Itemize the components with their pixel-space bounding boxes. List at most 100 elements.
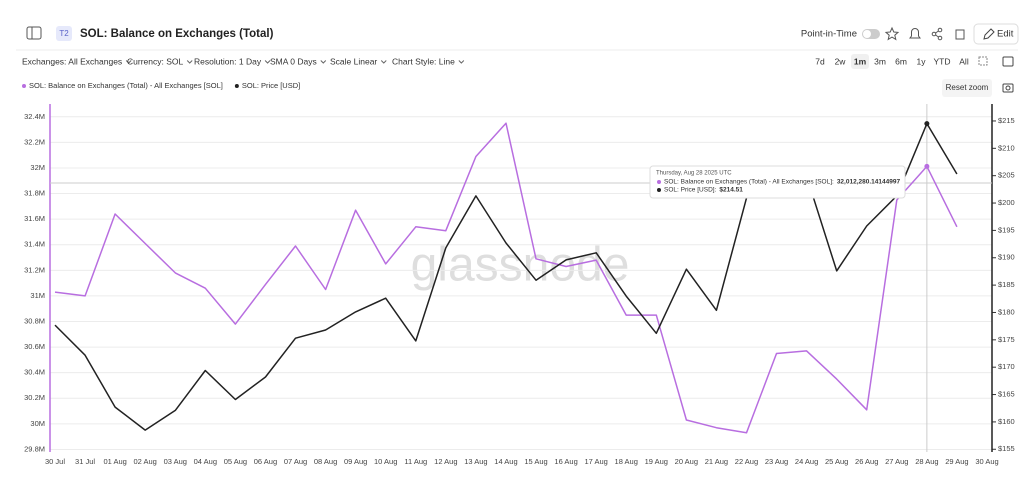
- x-tick-label: 19 Aug: [645, 457, 668, 466]
- legend-label: SOL: Price [USD]: [242, 81, 300, 90]
- x-tick-label: 01 Aug: [103, 457, 126, 466]
- range-button[interactable]: 1y: [917, 56, 927, 66]
- y-tick-label: 31.8M: [24, 189, 45, 198]
- y2-tick-label: $205: [998, 171, 1015, 180]
- share-icon[interactable]: [931, 27, 943, 41]
- filter[interactable]: Scale Linear: [330, 56, 377, 66]
- zoom-icon: [978, 56, 988, 66]
- tooltip-dot: [657, 180, 661, 184]
- x-tick-label: 21 Aug: [705, 457, 728, 466]
- tooltip-value: 32,012,280.14144997: [837, 179, 901, 186]
- x-tick-label: 03 Aug: [164, 457, 187, 466]
- x-tick-label: 15 Aug: [524, 457, 547, 466]
- x-tick-label: 28 Aug: [915, 457, 938, 466]
- tooltip: Thursday, Aug 28 2025 UTC SOL: Balance o…: [649, 165, 906, 199]
- x-tick-label: 26 Aug: [855, 457, 878, 466]
- y-tick-label: 31.4M: [24, 240, 45, 249]
- y-tick-label: 32.4M: [24, 112, 45, 121]
- star-icon[interactable]: [884, 26, 900, 41]
- camera-icon[interactable]: [1002, 83, 1014, 93]
- badge: T2: [59, 29, 69, 38]
- y2-tick-label: $160: [998, 417, 1015, 426]
- badge-bg: [56, 26, 72, 41]
- y2-tick-label: $170: [998, 362, 1015, 371]
- y-tick-label: 32.2M: [24, 137, 45, 146]
- y2-tick-label: $215: [998, 116, 1015, 125]
- x-tick-label: 30 Jul: [45, 457, 65, 466]
- range-button[interactable]: 7d: [815, 56, 825, 66]
- y-tick-label: 31.6M: [24, 214, 45, 223]
- x-tick-label: 12 Aug: [434, 457, 457, 466]
- filter[interactable]: Exchanges: All Exchanges: [22, 56, 122, 66]
- range-button[interactable]: 1m: [854, 56, 867, 66]
- x-tick-label: 23 Aug: [765, 457, 788, 466]
- x-tick-label: 09 Aug: [344, 457, 367, 466]
- x-tick-label: 18 Aug: [615, 457, 638, 466]
- range-button[interactable]: YTD: [934, 56, 951, 66]
- y2-tick-label: $185: [998, 280, 1015, 289]
- watermark: glassnode: [411, 239, 630, 292]
- camera-lens: [1005, 85, 1011, 91]
- y-tick-label: 31.2M: [24, 265, 45, 274]
- legend-label: SOL: Balance on Exchanges (Total) - All …: [29, 81, 223, 90]
- tooltip-label: SOL: Price [USD]:: [664, 187, 717, 194]
- y2-tick-label: $165: [998, 390, 1015, 399]
- filter[interactable]: Chart Style: Line: [392, 56, 455, 66]
- range-button[interactable]: 6m: [895, 56, 907, 66]
- x-tick-label: 24 Aug: [795, 457, 818, 466]
- filter[interactable]: Resolution: 1 Day: [194, 56, 262, 66]
- y-tick-label: 29.8M: [24, 444, 45, 453]
- chevron: [320, 60, 327, 64]
- y-tick-label: 30.2M: [24, 393, 45, 402]
- x-tick-label: 08 Aug: [314, 457, 337, 466]
- x-tick-label: 02 Aug: [134, 457, 157, 466]
- x-tick-label: 17 Aug: [584, 457, 607, 466]
- x-tick-label: 29 Aug: [945, 457, 968, 466]
- reset-zoom: Reset zoom: [946, 83, 989, 92]
- chevron: [264, 60, 271, 64]
- range-button[interactable]: All: [959, 56, 969, 66]
- y2-tick-label: $200: [998, 198, 1015, 207]
- x-tick-label: 07 Aug: [284, 457, 307, 466]
- edit-label: Edit: [997, 29, 1014, 40]
- hover-point: [924, 163, 930, 169]
- x-tick-label: 22 Aug: [735, 457, 758, 466]
- x-tick-label: 11 Aug: [404, 457, 427, 466]
- x-tick-label: 13 Aug: [464, 457, 487, 466]
- edit-icon: [983, 28, 995, 40]
- tooltip-dot: [657, 188, 661, 192]
- y-tick-label: 30.6M: [24, 342, 45, 351]
- x-tick-label: 04 Aug: [194, 457, 217, 466]
- tooltip-value: $214.51: [719, 187, 743, 194]
- tooltip-label: SOL: Balance on Exchanges (Total) - All …: [664, 179, 834, 186]
- chevron: [186, 60, 193, 64]
- y2-tick-label: $210: [998, 143, 1015, 152]
- y2-tick-label: $195: [998, 225, 1015, 234]
- x-tick-label: 25 Aug: [825, 457, 848, 466]
- chevron: [380, 60, 387, 64]
- y-tick-label: 32M: [30, 163, 45, 172]
- x-tick-label: 06 Aug: [254, 457, 277, 466]
- reset-zoom-button[interactable]: [942, 79, 992, 97]
- series-line: [54, 122, 958, 434]
- range-selected: [851, 54, 869, 69]
- x-tick-label: 27 Aug: [885, 457, 908, 466]
- y-tick-label: 30.4M: [24, 368, 45, 377]
- sidebar-icon[interactable]: [26, 26, 42, 40]
- x-tick-label: 31 Jul: [75, 457, 95, 466]
- filter[interactable]: SMA 0 Days: [270, 56, 317, 66]
- copy-icon[interactable]: [955, 29, 965, 40]
- legend-marker: [234, 84, 239, 88]
- filter[interactable]: Currency: SOL: [127, 56, 183, 66]
- bell-icon[interactable]: [909, 28, 921, 39]
- y-tick-label: 30M: [30, 419, 45, 428]
- calendar-icon[interactable]: [1002, 56, 1014, 67]
- y2-tick-label: $180: [998, 307, 1015, 316]
- range-button[interactable]: 2w: [835, 56, 847, 66]
- range-button[interactable]: 3m: [874, 56, 886, 66]
- chevron: [125, 60, 132, 64]
- x-tick-label: 16 Aug: [554, 457, 577, 466]
- tooltip-box: [649, 165, 906, 199]
